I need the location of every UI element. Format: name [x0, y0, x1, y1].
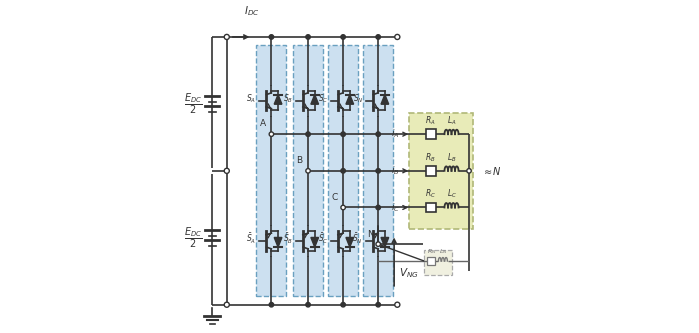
Circle shape [306, 168, 310, 173]
Circle shape [395, 302, 400, 307]
Circle shape [306, 302, 310, 307]
Circle shape [306, 132, 310, 137]
Text: $\bar{S}_N$: $\bar{S}_N$ [352, 232, 363, 246]
Text: $\dfrac{E_{DC}}{2}$: $\dfrac{E_{DC}}{2}$ [185, 225, 203, 250]
Text: $\approx\!N$: $\approx\!N$ [482, 165, 501, 177]
FancyBboxPatch shape [426, 130, 436, 139]
FancyBboxPatch shape [293, 45, 323, 296]
FancyBboxPatch shape [426, 166, 436, 175]
Text: $i_B$: $i_B$ [391, 165, 400, 177]
Circle shape [467, 168, 471, 173]
Text: $i_A$: $i_A$ [391, 128, 400, 141]
Polygon shape [274, 237, 282, 247]
Circle shape [376, 35, 380, 39]
Circle shape [395, 34, 400, 40]
Text: $R_A$: $R_A$ [426, 114, 436, 127]
Polygon shape [381, 237, 389, 247]
Circle shape [341, 302, 345, 307]
Circle shape [341, 132, 345, 137]
FancyBboxPatch shape [428, 257, 435, 265]
Circle shape [376, 205, 380, 210]
Circle shape [224, 302, 229, 307]
Circle shape [269, 35, 273, 39]
Polygon shape [346, 95, 354, 104]
Circle shape [224, 34, 229, 40]
Polygon shape [311, 237, 319, 247]
Text: $I_{DC}$: $I_{DC}$ [245, 4, 260, 18]
Circle shape [269, 132, 273, 137]
FancyBboxPatch shape [363, 45, 393, 296]
Text: $\dfrac{E_{DC}}{2}$: $\dfrac{E_{DC}}{2}$ [185, 92, 203, 116]
FancyBboxPatch shape [409, 113, 473, 229]
Polygon shape [346, 237, 354, 247]
Text: C: C [331, 193, 338, 202]
Circle shape [341, 205, 345, 210]
Text: $\bar{S}_C$: $\bar{S}_C$ [317, 232, 329, 246]
Text: $L_A$: $L_A$ [447, 115, 456, 127]
Circle shape [376, 302, 380, 307]
Text: $L_N$: $L_N$ [438, 247, 447, 256]
Text: $V_{NG}$: $V_{NG}$ [399, 266, 419, 280]
Circle shape [224, 168, 229, 173]
Text: $S_A$: $S_A$ [246, 92, 257, 105]
Circle shape [376, 242, 380, 246]
Text: $i_C$: $i_C$ [391, 201, 400, 214]
FancyBboxPatch shape [329, 45, 358, 296]
Text: $R_N$: $R_N$ [426, 247, 436, 256]
Text: $R_C$: $R_C$ [425, 188, 436, 200]
Text: $S_C$: $S_C$ [317, 92, 329, 105]
FancyBboxPatch shape [424, 249, 452, 275]
FancyBboxPatch shape [426, 203, 436, 212]
Circle shape [306, 35, 310, 39]
Text: $\bar{S}_B$: $\bar{S}_B$ [283, 232, 293, 246]
Circle shape [376, 168, 380, 173]
Circle shape [376, 132, 380, 137]
FancyBboxPatch shape [257, 45, 287, 296]
Polygon shape [274, 95, 282, 104]
Polygon shape [381, 95, 389, 104]
Text: $S_B$: $S_B$ [283, 92, 293, 105]
Text: $S_N$: $S_N$ [352, 92, 363, 105]
Circle shape [269, 302, 273, 307]
Text: N: N [367, 230, 373, 239]
Text: $R_B$: $R_B$ [426, 151, 436, 164]
Circle shape [341, 35, 345, 39]
Text: $\bar{S}_A$: $\bar{S}_A$ [246, 232, 257, 246]
Text: A: A [259, 120, 266, 129]
Text: $L_B$: $L_B$ [447, 151, 456, 164]
Text: $L_C$: $L_C$ [447, 188, 456, 200]
Circle shape [341, 168, 345, 173]
Polygon shape [311, 95, 319, 104]
Text: B: B [296, 156, 303, 165]
